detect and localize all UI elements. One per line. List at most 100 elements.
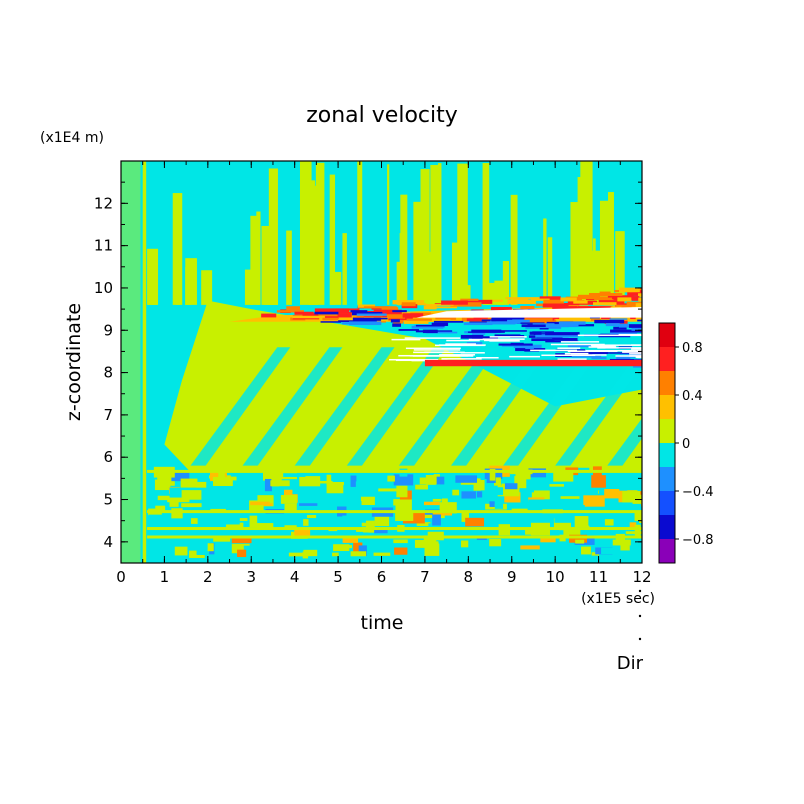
lower-layer-cell (641, 502, 642, 507)
jet-cell-negative (426, 331, 458, 334)
lower-layer-cell (394, 547, 408, 555)
lower-layer-cell (630, 494, 642, 503)
jet-cell-negative (631, 327, 642, 331)
jet-cell-positive (593, 302, 617, 306)
lower-layer-cell (333, 544, 350, 552)
upper-plume (400, 194, 408, 305)
jet-cell-negative (628, 324, 642, 328)
lower-layer-cell (283, 473, 306, 477)
jet-core-streak (438, 344, 486, 346)
jet-cell-negative (516, 322, 545, 324)
x-tick-label: 7 (420, 568, 430, 586)
upper-plume (430, 164, 442, 305)
jet-cell-positive (335, 308, 360, 311)
colorbar-swatch (659, 323, 675, 347)
lower-layer-cell (288, 552, 309, 557)
jet-cell-positive (441, 300, 468, 305)
jet-cell-negative (352, 317, 382, 321)
jet-core-streak (615, 355, 642, 357)
lower-layer-cell (270, 480, 290, 487)
lower-layer-cell (583, 495, 605, 507)
jet-core-streak (550, 343, 605, 346)
jet-core-streak (630, 344, 642, 346)
lower-layer-cell (629, 522, 637, 529)
jet-core-streak (571, 354, 607, 356)
upper-plume (482, 163, 490, 305)
upper-plume (201, 270, 213, 305)
x-tick-label: 2 (203, 568, 213, 586)
lower-layer-cell (455, 475, 478, 483)
jet-cell-positive (607, 295, 634, 298)
jet-cell-positive (507, 299, 536, 305)
colorbar-swatch (659, 467, 675, 491)
upper-plume (599, 200, 609, 305)
jet-cell-negative (398, 329, 419, 331)
lower-layer-cell (306, 514, 317, 519)
jet-cell-negative (491, 316, 525, 320)
lower-layer-cell (363, 528, 376, 533)
x-tick-label: 0 (116, 568, 126, 586)
jet-cell-negative (532, 323, 555, 325)
jet-cell-positive (588, 293, 623, 296)
jet-cell-positive (505, 297, 540, 299)
jet-cell-negative (558, 321, 586, 325)
jet-core-streak (441, 358, 482, 360)
lower-layer-cell (155, 505, 166, 512)
colorbar-swatch (659, 491, 675, 515)
y-tick-label: 8 (103, 364, 113, 382)
horizontal-band (147, 527, 642, 531)
jet-cell-positive (543, 299, 564, 305)
lower-layer-cell (358, 545, 367, 556)
upper-plume (413, 201, 423, 305)
lower-layer-cell (621, 547, 641, 557)
jet-lower-red (424, 359, 642, 367)
lower-layer-cell (423, 501, 440, 506)
colorbar-tick-label: −0.8 (682, 533, 714, 548)
jet-cell-negative (471, 336, 499, 340)
lower-layer-cell (361, 522, 371, 527)
jet-cell-negative (567, 324, 595, 327)
jet-core-streak (631, 348, 642, 350)
jet-cell-positive (488, 299, 503, 302)
jet-cell-positive (616, 304, 632, 309)
upper-plume (357, 161, 363, 305)
jet-cell-negative (411, 325, 444, 329)
lower-layer-cell (560, 496, 580, 499)
jet-cell-negative (471, 329, 502, 333)
startup-line (142, 161, 147, 563)
upper-plume (502, 261, 510, 305)
lower-layer-cell (148, 514, 170, 522)
jet-cell-positive (276, 310, 304, 313)
upper-plume (580, 161, 591, 305)
lower-layer-cell (531, 490, 550, 500)
lower-layer-cell (461, 491, 476, 499)
lower-layer-cell (171, 471, 190, 482)
upper-plume (457, 163, 468, 305)
x-tick-label: 11 (589, 568, 608, 586)
lower-layer-cell (393, 474, 414, 486)
jet-cell-negative (637, 319, 642, 322)
upper-plume (268, 168, 278, 305)
lower-layer-cell (332, 552, 339, 557)
jet-cell-negative (431, 322, 449, 326)
lower-layer-cell (424, 543, 440, 556)
small-dot-marker (638, 589, 642, 593)
lower-layer-cell (601, 547, 620, 555)
lower-layer-cell (461, 540, 469, 548)
jet-cell-positive (373, 309, 402, 315)
jet-cell-negative (350, 310, 368, 313)
jet-cell-negative (356, 313, 387, 316)
lower-layer-cell (249, 500, 264, 511)
upper-plume (497, 283, 505, 305)
jet-core-streak (629, 353, 642, 355)
y-unit-label: (x1E4 m) (40, 130, 104, 146)
lower-layer-cell (479, 479, 485, 491)
lower-layer-cell (432, 498, 442, 502)
upper-plume (547, 237, 553, 305)
jet-cell-positive (618, 287, 640, 293)
dir-label: Dir (617, 653, 644, 674)
colorbar-swatch (659, 419, 675, 443)
lower-layer-cell (416, 522, 431, 527)
jet-core-streak (489, 336, 527, 338)
lower-layer-cell (237, 549, 247, 558)
